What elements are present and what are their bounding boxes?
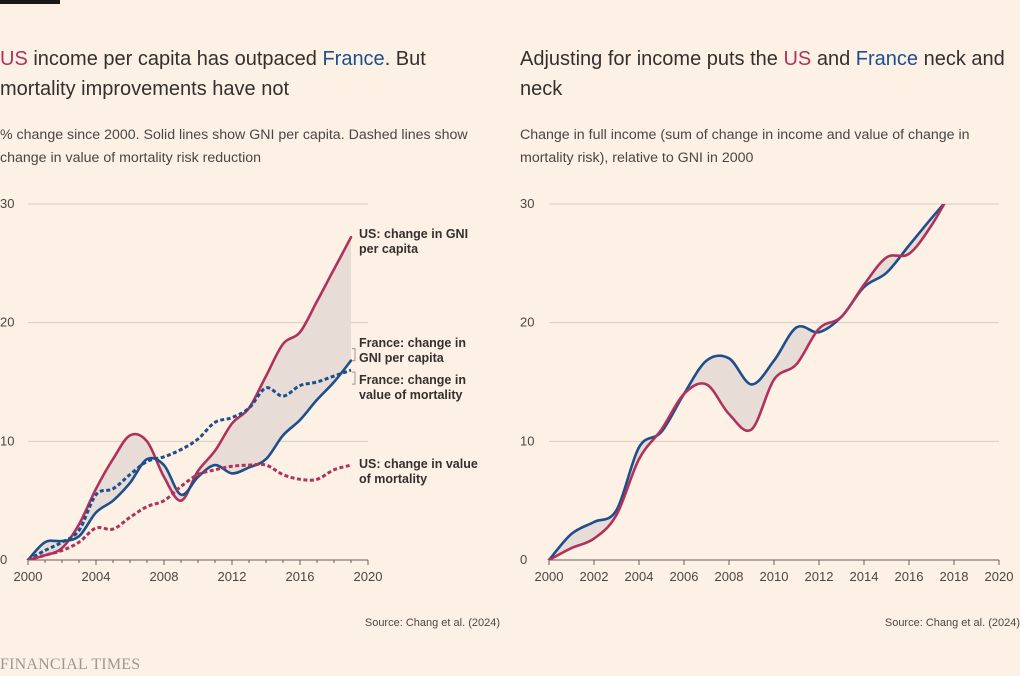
left-source-note: Source: Chang et al. (2024) xyxy=(364,617,500,629)
y-tick-label-0: 0 xyxy=(520,552,527,567)
annotation-us-mort-line-1: US: change in value xyxy=(359,457,478,471)
y-tick-label-30: 30 xyxy=(0,196,14,211)
x-tick-label-2004: 2004 xyxy=(82,569,111,584)
series-line-france-change-in-value-of-mortality xyxy=(27,368,352,560)
financial-times-logo: FINANCIAL TIMES xyxy=(0,656,141,673)
y-tick-label-20: 20 xyxy=(520,315,534,330)
annotation-fr-mort: France: change in value of mortality xyxy=(359,373,466,402)
annotation-fr-mort-line-1: France: change in xyxy=(359,373,466,387)
series-line-us xyxy=(547,204,946,560)
annotation-us-mort-line-2: of mortality xyxy=(359,472,427,486)
france-mortality-bracket xyxy=(352,371,356,385)
x-tick-label-2012: 2012 xyxy=(218,569,247,584)
gap-shading xyxy=(549,204,945,560)
series-line-france-change-in-gni-per-capita xyxy=(26,359,353,560)
annotation-fr-gni-line-1: France: change in xyxy=(359,336,466,350)
y-tick-label-0: 0 xyxy=(0,552,7,567)
series-line-us-change-in-value-of-mortality xyxy=(27,462,352,560)
y-tick-label-10: 10 xyxy=(0,433,14,448)
title-france-highlight: France xyxy=(855,48,919,70)
x-tick-label-2002: 2002 xyxy=(580,569,609,584)
right-chart-title: Adjusting for income puts the US and Fra… xyxy=(520,44,1020,104)
x-tick-label-2006: 2006 xyxy=(670,569,699,584)
x-tick-label-2014: 2014 xyxy=(850,569,879,584)
y-tick-label-10: 10 xyxy=(520,433,534,448)
annotation-fr-gni: France: change in GNI per capita xyxy=(359,336,466,365)
title-us-highlight: US xyxy=(0,48,28,70)
annotation-us-gni-line-2: per capita xyxy=(359,242,419,256)
title-text-2: . But mortality improvements have not xyxy=(0,48,426,100)
series-line-france xyxy=(547,204,946,560)
right-source-note: Source: Chang et al. (2024) xyxy=(884,617,1020,629)
gap-shading xyxy=(28,237,351,560)
title-us-highlight: US xyxy=(783,48,812,70)
x-tick-label-2008: 2008 xyxy=(715,569,744,584)
title-text-0: Adjusting for income puts the xyxy=(520,48,784,70)
x-tick-label-2018: 2018 xyxy=(940,569,969,584)
x-tick-label-2016: 2016 xyxy=(286,569,315,584)
annotation-fr-gni-line-2: GNI per capita xyxy=(359,351,445,365)
x-tick-label-2012: 2012 xyxy=(805,569,834,584)
x-tick-label-2010: 2010 xyxy=(760,569,789,584)
right-chart-subtitle: Change in full income (sum of change in … xyxy=(520,127,970,166)
annotation-us-gni-line-1: US: change in GNI xyxy=(359,227,468,241)
annotation-fr-mort-line-2: value of mortality xyxy=(359,388,463,402)
title-text-1: and xyxy=(811,48,856,70)
x-tick-label-2008: 2008 xyxy=(150,569,179,584)
x-tick-label-2004: 2004 xyxy=(625,569,654,584)
x-tick-label-2016: 2016 xyxy=(895,569,924,584)
x-tick-label-2000: 2000 xyxy=(535,569,564,584)
france-gni-bracket xyxy=(352,348,356,362)
left-chart-plot: 0 10 20 30 2000 2004 2008 2012 2016 2020 US: chang… xyxy=(0,196,478,584)
annotation-us-gni: US: change in GNI per capita xyxy=(359,227,468,256)
annotation-us-mort: US: change in value of mortality xyxy=(359,457,478,486)
top-accent-bar xyxy=(0,0,60,4)
title-text-2: neck and neck xyxy=(520,48,1005,100)
x-tick-label-2000: 2000 xyxy=(14,569,43,584)
y-tick-label-30: 30 xyxy=(520,196,534,211)
x-tick-label-2020: 2020 xyxy=(985,569,1014,584)
right-chart-plot: 0 10 20 30 2000 2002 2004 2006 2008 2010 2012 2014 2… xyxy=(520,196,1014,584)
title-france-highlight: France xyxy=(322,48,385,70)
y-tick-label-20: 20 xyxy=(0,315,14,330)
x-tick-label-2020: 2020 xyxy=(354,569,383,584)
title-text-1: income per capita has outpaced xyxy=(27,48,323,70)
left-chart-title: US income per capita has outpaced France… xyxy=(0,44,470,104)
left-chart-subtitle: % change since 2000. Solid lines show GN… xyxy=(0,127,468,166)
